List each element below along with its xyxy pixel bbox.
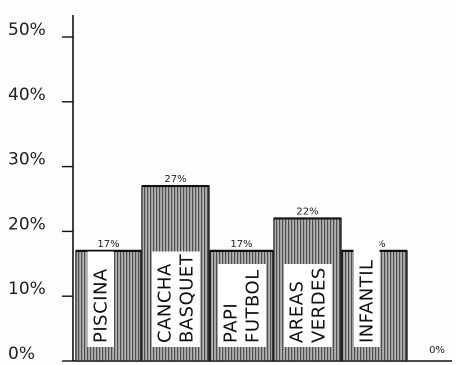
category-label: PISCINA bbox=[91, 268, 112, 343]
bar-data-label: 27% bbox=[164, 174, 186, 185]
category-label: CANCHA bbox=[155, 263, 176, 343]
bar-data-label: 17% bbox=[230, 239, 252, 250]
category-label: INFANTIL bbox=[357, 259, 378, 343]
y-tick-label: 30% bbox=[8, 150, 46, 170]
y-tick-label: 40% bbox=[8, 85, 46, 105]
bar-group: 17%INFANTIL bbox=[341, 239, 408, 362]
category-label-box bbox=[353, 239, 380, 347]
category-label-box bbox=[217, 264, 266, 347]
category-label: VERDES bbox=[309, 267, 330, 343]
bar-group: 27% CANCHA BASQUET bbox=[141, 174, 210, 362]
y-tick-label: 0% bbox=[8, 344, 35, 364]
category-label-box bbox=[151, 251, 200, 347]
bar-group: 17% PISCINA bbox=[75, 239, 142, 362]
bar-data-label: 22% bbox=[296, 206, 318, 217]
category-label: BASQUET bbox=[177, 253, 198, 343]
bar-data-label: 0% bbox=[429, 345, 445, 356]
category-label-box bbox=[283, 264, 332, 347]
bar-group: 17% PAPI FUTBOL bbox=[209, 239, 274, 362]
category-label: PAPI bbox=[221, 303, 242, 343]
bar-data-label: 17% bbox=[97, 239, 119, 250]
category-label-box bbox=[87, 251, 114, 347]
bars: 17% PISCINA 27% CANCHA BASQUET 17% PAPI FUTBOL 2… bbox=[75, 174, 445, 362]
y-tick-label: 20% bbox=[8, 214, 46, 234]
category-label: AREAS bbox=[287, 281, 308, 343]
y-tick-label: 50% bbox=[8, 20, 46, 40]
category-label: FUTBOL bbox=[243, 269, 264, 343]
bar-group: 22% AREAS VERDES bbox=[273, 206, 342, 362]
y-tick-label: 10% bbox=[8, 279, 46, 299]
